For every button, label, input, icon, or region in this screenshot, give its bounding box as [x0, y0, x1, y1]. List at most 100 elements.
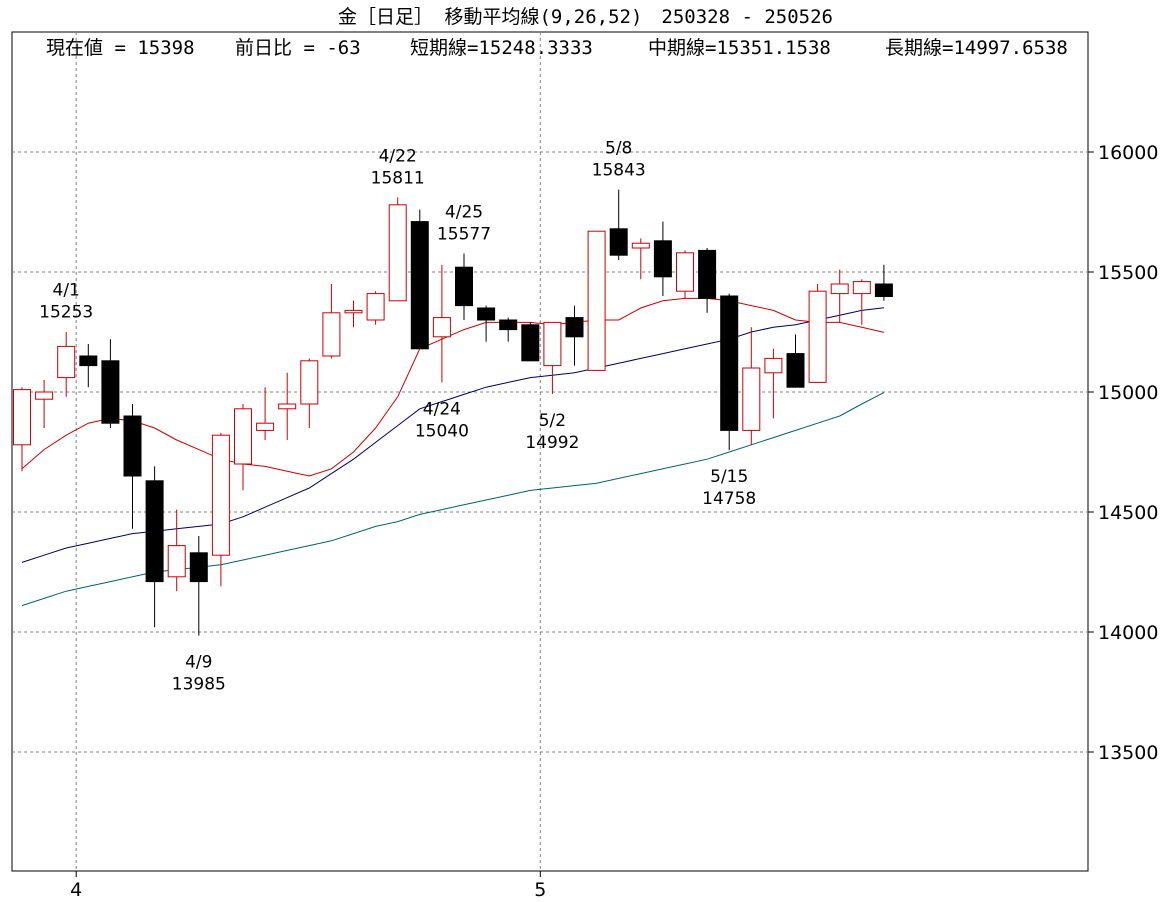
y-axis: 13500 14000 14500 15000 15500 16000 — [1088, 142, 1158, 764]
candle-body-up — [322, 312, 341, 357]
mid-ma-line — [21, 307, 884, 563]
candle — [432, 264, 451, 383]
candle-body-down — [874, 283, 893, 297]
candles — [13, 189, 893, 636]
annotation-value: 15253 — [39, 302, 93, 322]
candle — [256, 387, 275, 440]
candle-body-down — [455, 266, 473, 307]
candle-body-up — [830, 283, 849, 295]
candle — [123, 404, 142, 529]
candle — [101, 339, 120, 428]
candle — [874, 264, 893, 301]
candle — [499, 317, 518, 342]
candle — [609, 189, 628, 260]
candle — [521, 322, 540, 362]
y-tick-label: 14000 — [1098, 622, 1158, 644]
candle-body-up — [432, 317, 451, 338]
chart-title: 金［日足］ 移動平均線(9,26,52) 250328 - 250526 — [338, 6, 833, 28]
candle-body-up — [278, 403, 297, 410]
candle-body-down — [609, 228, 628, 256]
candle-body-down — [720, 295, 739, 431]
candle-body-down — [521, 324, 540, 362]
y-tick-label: 15000 — [1098, 382, 1158, 404]
candle — [631, 238, 650, 280]
candle-body-up — [300, 360, 319, 405]
candle-body-down — [698, 249, 717, 299]
candle — [79, 344, 98, 388]
candle — [808, 284, 827, 383]
long-ma-label: 長期線=14997.6538 — [885, 37, 1068, 59]
y-tick-label: 14500 — [1098, 502, 1158, 524]
candle — [830, 269, 849, 323]
annotation-value: 14758 — [702, 489, 756, 509]
annotation-value: 15577 — [437, 225, 491, 245]
candle-body-up — [57, 345, 76, 379]
candle-body-down — [79, 355, 98, 367]
annotation-value: 15811 — [371, 168, 425, 188]
candle-body-up — [543, 321, 562, 367]
candle-body-up — [35, 391, 54, 400]
candle-body-down — [123, 415, 142, 477]
annotation-value: 14992 — [525, 433, 579, 453]
candle-body-up — [808, 290, 827, 383]
candle-body-down — [145, 480, 164, 583]
moving-average-lines — [21, 297, 885, 607]
candle-body-down — [499, 319, 518, 331]
annotation-date: 4/1 — [53, 280, 80, 300]
candle — [300, 358, 319, 428]
x-tick-label: 5 — [534, 879, 546, 901]
candle — [698, 248, 717, 313]
candle — [57, 332, 76, 397]
candle-body-up — [676, 252, 694, 292]
mid-ma-label: 中期線=15351.1538 — [648, 37, 831, 59]
x-tick-label: 4 — [70, 879, 82, 901]
candle — [13, 387, 31, 472]
candle — [167, 509, 186, 592]
change-label: 前日比 = -63 — [235, 37, 361, 59]
candle — [543, 321, 562, 394]
candle-body-down — [410, 221, 429, 350]
candle — [344, 300, 363, 328]
candle — [322, 284, 341, 359]
candle — [366, 291, 385, 325]
candle-body-down — [786, 353, 805, 388]
candle — [145, 466, 164, 628]
candle — [587, 230, 606, 371]
candle-body-up — [344, 309, 363, 314]
annotation-date: 4/9 — [185, 653, 212, 673]
candle — [234, 404, 252, 491]
short-ma-label: 短期線=15248.3333 — [410, 37, 593, 59]
candle-body-up — [388, 204, 407, 302]
plot-frame — [11, 31, 1089, 872]
candle-body-up — [366, 293, 385, 321]
candle-body-up — [234, 408, 252, 465]
candle-body-up — [211, 434, 230, 556]
candle-body-up — [742, 367, 761, 431]
candle-body-up — [764, 357, 783, 374]
candle — [455, 253, 473, 320]
candle — [786, 334, 805, 388]
annotation-date: 4/25 — [445, 203, 483, 223]
candle — [764, 348, 783, 419]
candle-body-down — [101, 360, 120, 424]
candle — [211, 432, 230, 587]
candle — [742, 327, 761, 445]
y-tick-label: 15500 — [1098, 262, 1158, 284]
candle — [189, 536, 208, 636]
candle — [410, 209, 429, 350]
candle-body-up — [256, 422, 275, 431]
annotation-value: 15843 — [592, 161, 646, 181]
annotation-value: 13985 — [172, 675, 226, 695]
grid — [12, 32, 1088, 871]
candle — [676, 250, 694, 299]
candle-body-down — [565, 317, 584, 338]
annotation-value: 15040 — [415, 421, 469, 441]
candle-body-up — [631, 242, 650, 249]
current-price-label: 現在値 = 15398 — [46, 37, 195, 59]
candle — [388, 197, 407, 302]
y-tick-label: 16000 — [1098, 142, 1158, 164]
annotations: 4/1152534/9139854/22158114/24150404/2515… — [39, 139, 756, 695]
annotation-date: 5/15 — [710, 467, 748, 487]
